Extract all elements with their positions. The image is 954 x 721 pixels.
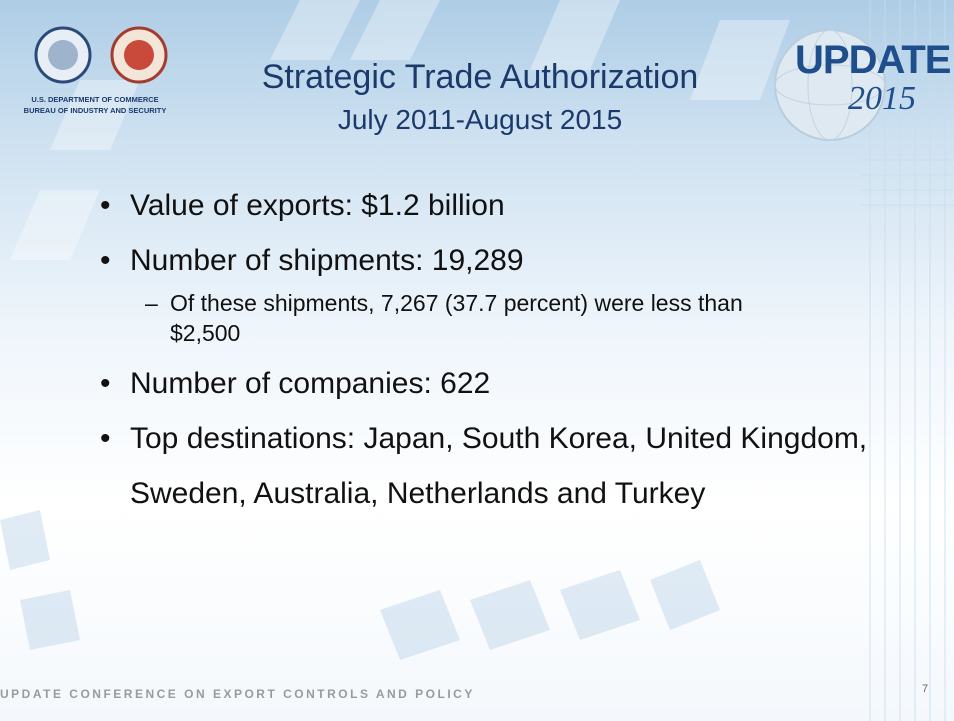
sub-bullet: Of these shipments, 7,267 (37.7 percent)… <box>145 288 790 348</box>
agency-line: U.S. DEPARTMENT OF COMMERCE <box>31 95 159 104</box>
update-logo <box>774 29 886 141</box>
bullet-list: Value of exports: $1.2 billionNumber of … <box>100 178 900 521</box>
footer-text: UPDATE CONFERENCE ON EXPORT CONTROLS AND… <box>0 687 475 701</box>
logo-year: 2015 <box>848 80 916 117</box>
agency-line: BUREAU OF INDUSTRY AND SECURITY <box>23 106 167 115</box>
slide-subtitle: July 2011-August 2015 <box>337 104 623 135</box>
bullet: Value of exports: $1.2 billion <box>100 178 900 233</box>
slide-title: Strategic Trade Authorization <box>261 58 699 96</box>
seals <box>34 26 168 84</box>
bullet: Number of companies: 622 <box>100 356 900 411</box>
logo-word: UPDATE <box>795 38 951 82</box>
bullet: Top destinations: Japan, South Korea, Un… <box>100 411 900 521</box>
bullet: Number of shipments: 19,289 <box>100 233 900 288</box>
page-number: 7 <box>922 683 929 695</box>
